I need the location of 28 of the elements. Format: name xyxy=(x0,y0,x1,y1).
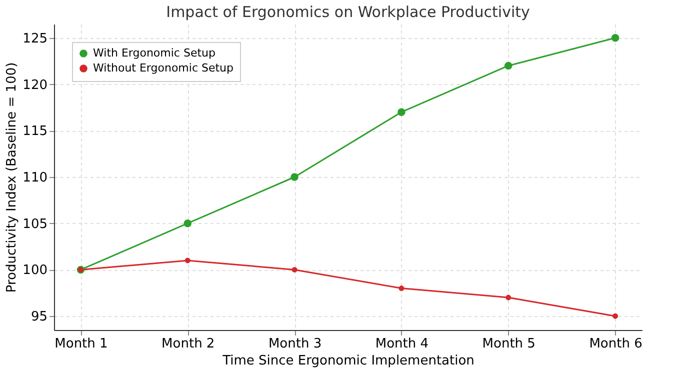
point xyxy=(506,294,512,300)
point xyxy=(611,34,620,42)
x-axis-title: Time Since Ergonomic Implementation xyxy=(222,354,474,368)
x-tick-label: Month 1 xyxy=(54,336,108,352)
point xyxy=(184,220,192,228)
point xyxy=(398,286,404,292)
point xyxy=(612,313,618,319)
point xyxy=(292,266,298,272)
x-tick-label: Month 2 xyxy=(162,336,215,352)
point xyxy=(184,258,190,264)
x-tick-label: Month 3 xyxy=(268,336,322,352)
y-tick-label: 125 xyxy=(22,31,48,46)
y-tick-label: 95 xyxy=(30,310,48,325)
y-tick-label: 100 xyxy=(22,263,48,278)
point xyxy=(398,108,406,116)
y-tick-label: 105 xyxy=(22,216,48,232)
y-axis-title: Productivity Index (Baseline = 100) xyxy=(4,62,20,293)
legend-label: With Ergonomic Setup xyxy=(93,46,216,60)
point xyxy=(504,62,512,70)
y-tick-label: 110 xyxy=(22,170,48,186)
x-tick-label: Month 5 xyxy=(482,336,536,352)
y-tick-label: 115 xyxy=(22,124,48,140)
chart-title: Impact of Ergonomics on Workplace Productivity xyxy=(166,3,530,21)
y-tick-label: 120 xyxy=(22,78,48,93)
point xyxy=(290,173,298,181)
x-tick-label: Month 6 xyxy=(589,336,642,352)
x-tick-label: Month 4 xyxy=(375,336,429,352)
legend-label: Without Ergonomic Setup xyxy=(93,62,234,74)
